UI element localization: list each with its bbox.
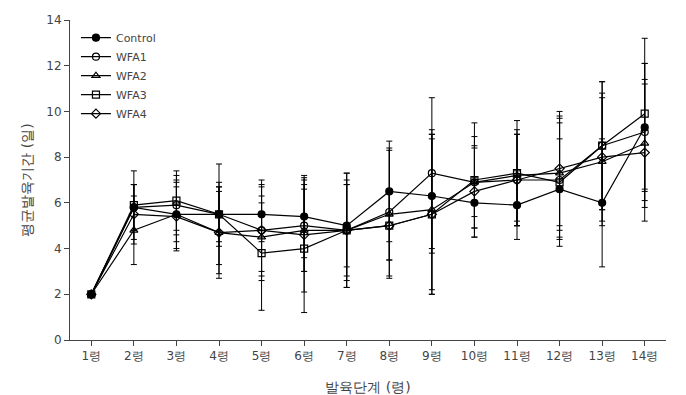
svg-text:발육단계 (령): 발육단계 (령) (325, 379, 410, 395)
svg-text:0: 0 (54, 333, 62, 347)
svg-text:4: 4 (54, 242, 62, 256)
svg-text:9령: 9령 (422, 349, 442, 363)
svg-text:10령: 10령 (461, 349, 488, 363)
svg-text:6령: 6령 (294, 349, 314, 363)
svg-text:8: 8 (54, 150, 62, 164)
svg-text:2: 2 (54, 287, 62, 301)
svg-text:8령: 8령 (379, 349, 399, 363)
svg-text:13령: 13령 (588, 349, 615, 363)
svg-text:5령: 5령 (252, 349, 272, 363)
svg-text:12령: 12령 (546, 349, 573, 363)
svg-text:4령: 4령 (209, 349, 229, 363)
svg-text:WFA4: WFA4 (116, 108, 147, 121)
svg-text:12: 12 (46, 59, 61, 73)
svg-text:7령: 7령 (337, 349, 357, 363)
svg-text:평균발육기간 (일): 평균발육기간 (일) (19, 123, 35, 236)
svg-text:14: 14 (46, 13, 61, 27)
svg-text:2령: 2령 (124, 349, 144, 363)
svg-text:WFA3: WFA3 (116, 89, 147, 102)
svg-text:6: 6 (54, 196, 62, 210)
svg-text:14령: 14령 (631, 349, 658, 363)
svg-text:1령: 1령 (81, 349, 101, 363)
svg-text:10: 10 (46, 105, 61, 119)
svg-text:Control: Control (116, 32, 156, 45)
svg-text:11령: 11령 (503, 349, 530, 363)
svg-text:3령: 3령 (167, 349, 187, 363)
svg-text:WFA1: WFA1 (116, 51, 147, 64)
svg-text:WFA2: WFA2 (116, 70, 147, 83)
